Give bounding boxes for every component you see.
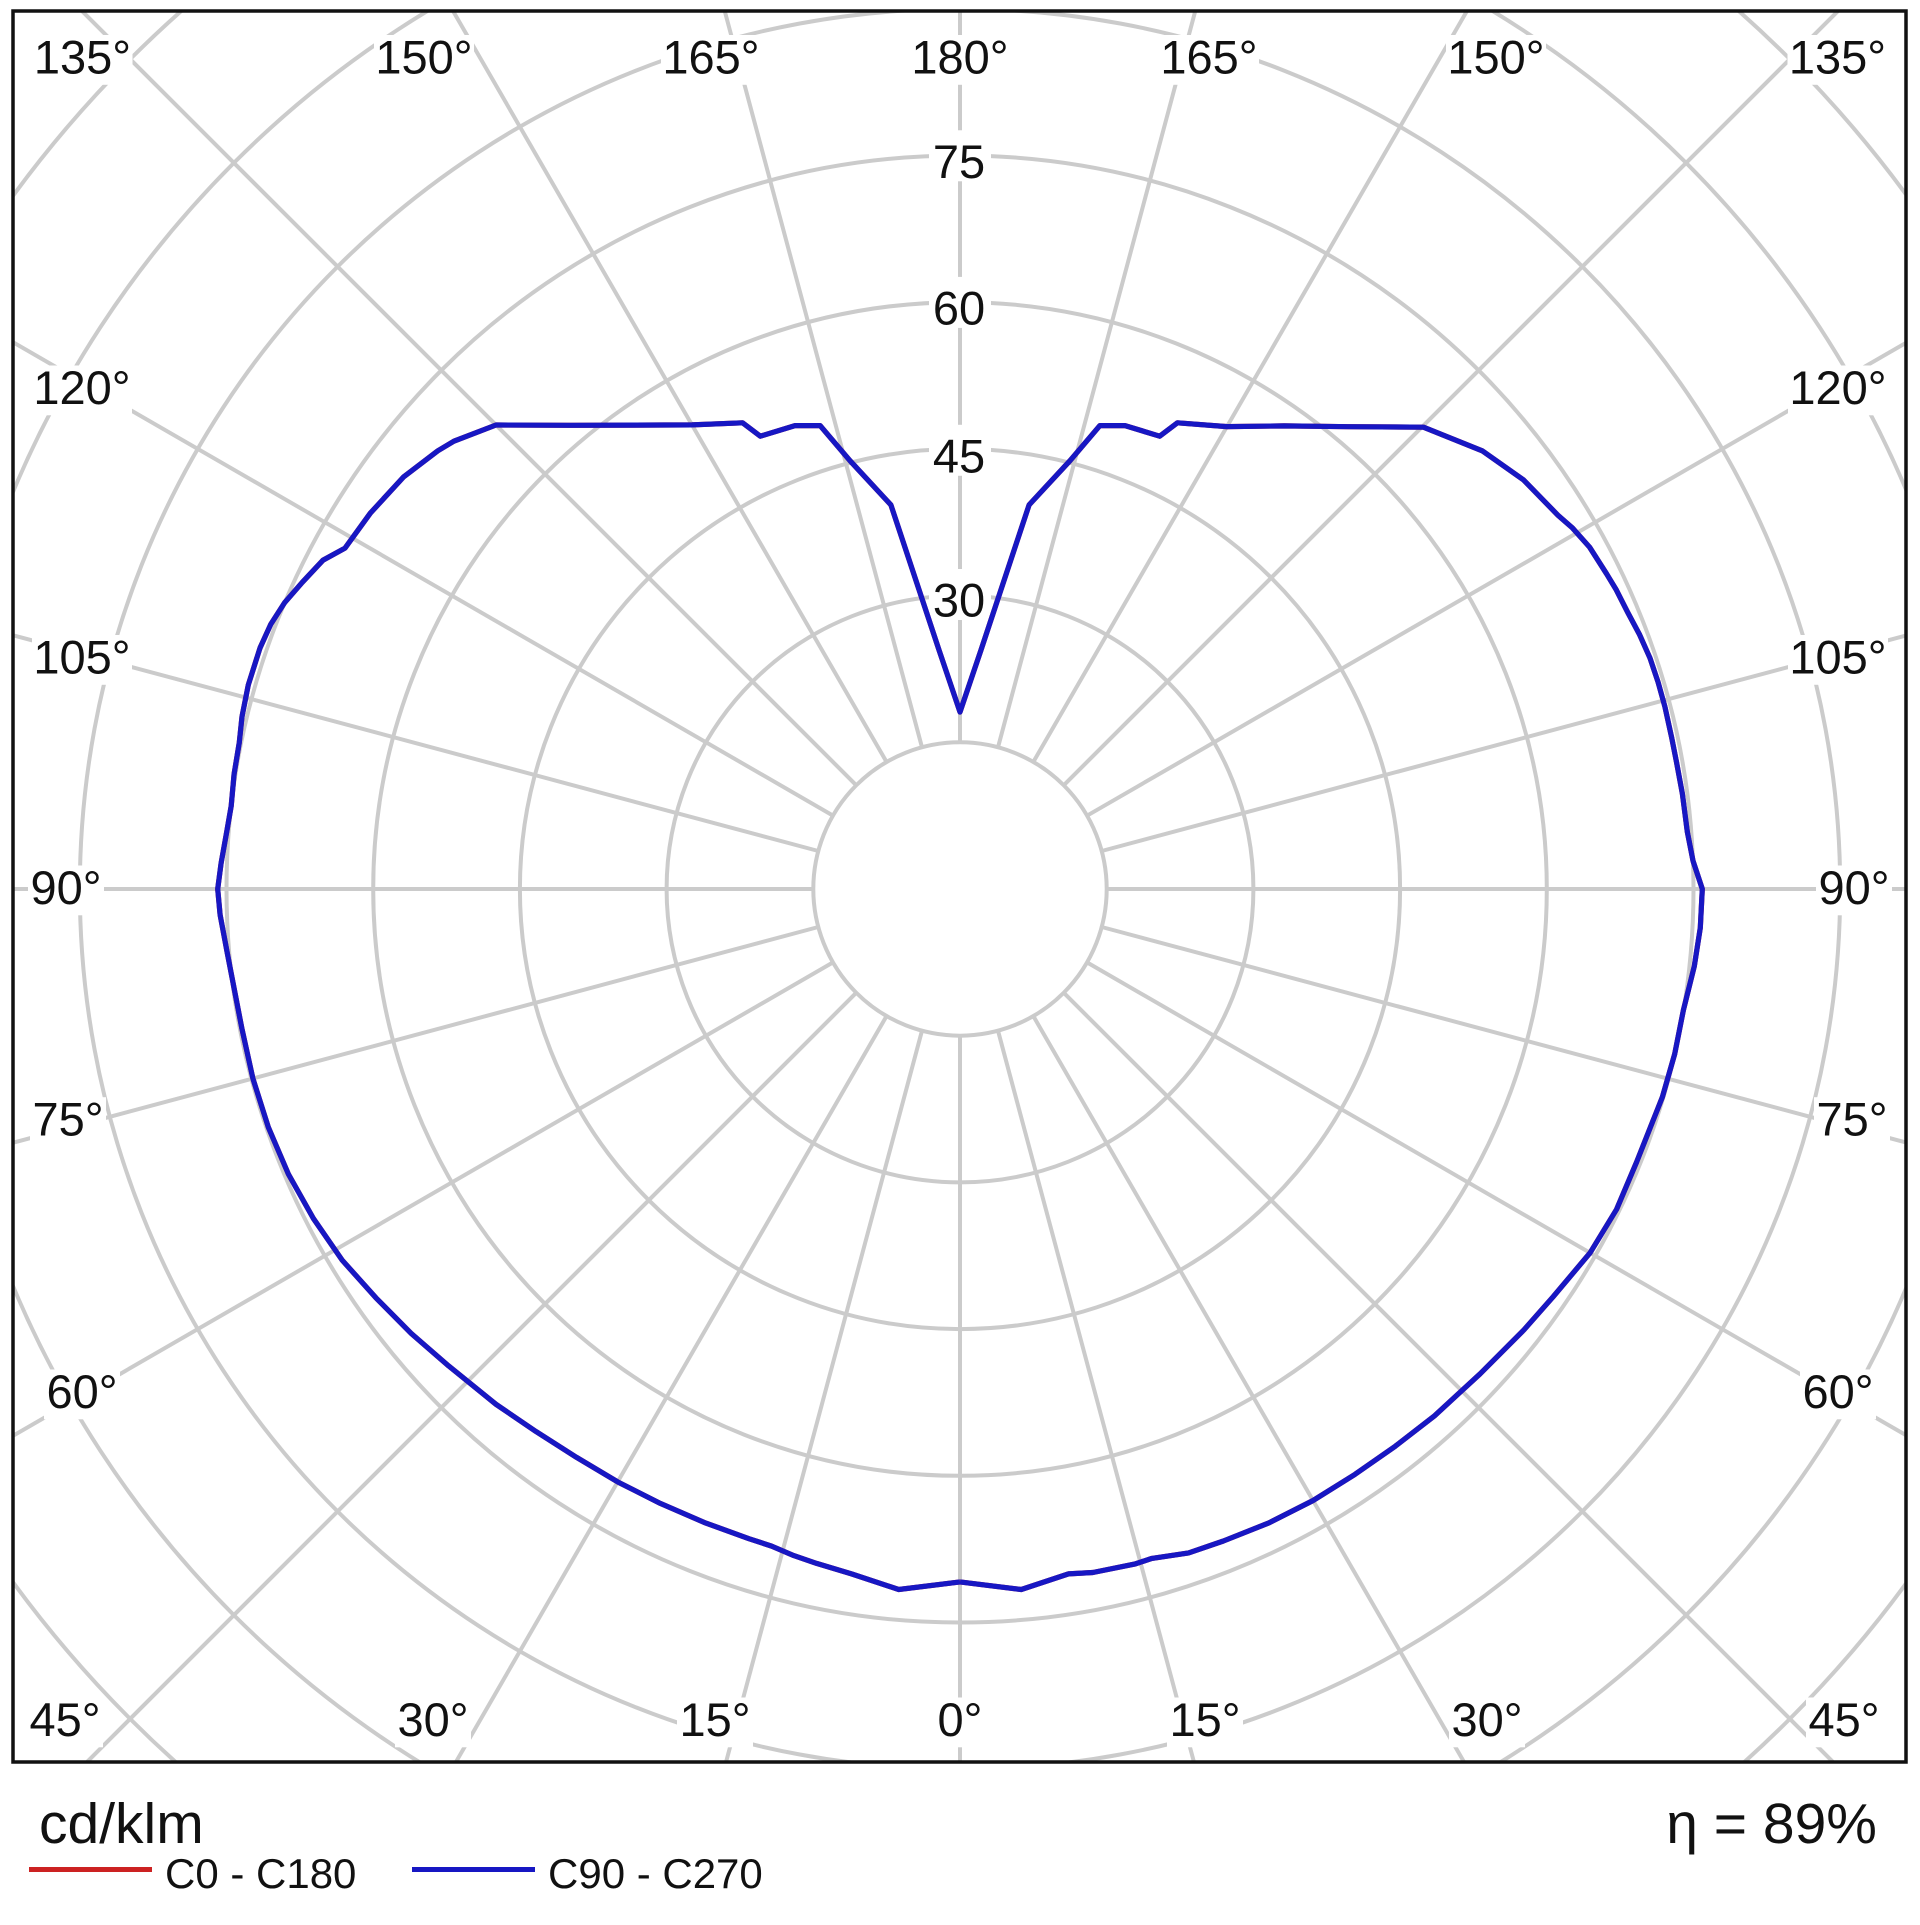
svg-text:165°: 165° xyxy=(1160,31,1257,84)
svg-text:75°: 75° xyxy=(32,1093,103,1146)
svg-text:45°: 45° xyxy=(1808,1693,1879,1746)
svg-text:C0 - C180: C0 - C180 xyxy=(165,1850,356,1897)
svg-text:90°: 90° xyxy=(1818,861,1889,914)
svg-text:180°: 180° xyxy=(911,31,1008,84)
svg-text:0°: 0° xyxy=(938,1693,983,1746)
svg-text:60°: 60° xyxy=(46,1365,117,1418)
svg-text:cd/klm: cd/klm xyxy=(39,1792,204,1856)
svg-text:30°: 30° xyxy=(1451,1693,1522,1746)
svg-text:30: 30 xyxy=(933,574,985,627)
svg-text:30°: 30° xyxy=(397,1693,468,1746)
svg-text:45°: 45° xyxy=(29,1693,100,1746)
svg-text:15°: 15° xyxy=(1169,1693,1240,1746)
svg-text:150°: 150° xyxy=(375,31,472,84)
svg-text:60: 60 xyxy=(933,281,985,334)
svg-text:135°: 135° xyxy=(34,31,131,84)
svg-text:105°: 105° xyxy=(1789,631,1886,684)
svg-text:150°: 150° xyxy=(1447,31,1544,84)
svg-text:C90 - C270: C90 - C270 xyxy=(548,1850,763,1897)
svg-text:105°: 105° xyxy=(33,631,130,684)
svg-text:75: 75 xyxy=(933,135,985,188)
svg-text:120°: 120° xyxy=(33,361,130,414)
svg-text:75°: 75° xyxy=(1816,1093,1887,1146)
svg-text:η = 89%: η = 89% xyxy=(1666,1792,1877,1856)
svg-text:15°: 15° xyxy=(679,1693,750,1746)
svg-text:90°: 90° xyxy=(30,861,101,914)
svg-text:60°: 60° xyxy=(1802,1365,1873,1418)
svg-text:45: 45 xyxy=(933,429,985,482)
svg-text:120°: 120° xyxy=(1789,361,1886,414)
svg-text:135°: 135° xyxy=(1789,31,1886,84)
svg-text:165°: 165° xyxy=(662,31,759,84)
